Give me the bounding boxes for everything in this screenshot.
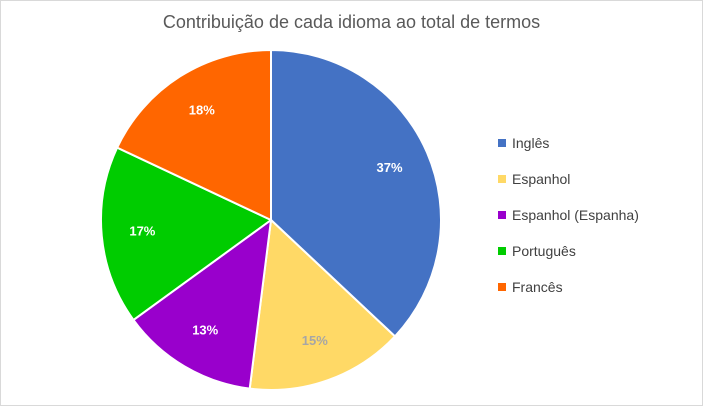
pie-slice-5 [116, 49, 272, 221]
slice-data-label-4: 17% [129, 224, 155, 239]
legend-swatch [498, 175, 506, 183]
legend-item-1: Inglês [498, 125, 698, 161]
legend: Inglês Espanhol Espanhol (Espanha) Portuguê… [498, 125, 698, 305]
legend-label: Francês [512, 279, 563, 295]
legend-swatch [498, 283, 506, 291]
chart-title: Contribuição de cada idioma ao total de … [162, 12, 541, 32]
pie-slice-1 [270, 49, 442, 338]
slice-data-label-2: 15% [302, 333, 328, 348]
legend-item-5: Francês [498, 269, 698, 305]
slice-data-label-3: 13% [192, 323, 218, 338]
pie-slice-2 [248, 219, 396, 391]
slice-data-label-5: 18% [189, 102, 215, 117]
legend-label: Espanhol [512, 171, 571, 187]
legend-label: Espanhol (Espanha) [512, 207, 639, 223]
legend-item-2: Espanhol [498, 161, 698, 197]
legend-label: Português [512, 243, 576, 259]
legend-swatch [498, 211, 506, 219]
pie-slice-4 [100, 146, 272, 321]
legend-swatch [498, 139, 506, 147]
legend-item-4: Português [498, 233, 698, 269]
legend-label: Inglês [512, 135, 550, 151]
pie-slice-3 [132, 219, 272, 390]
legend-item-3: Espanhol (Espanha) [498, 197, 698, 233]
slice-data-label-1: 37% [377, 160, 403, 175]
legend-swatch [498, 247, 506, 255]
